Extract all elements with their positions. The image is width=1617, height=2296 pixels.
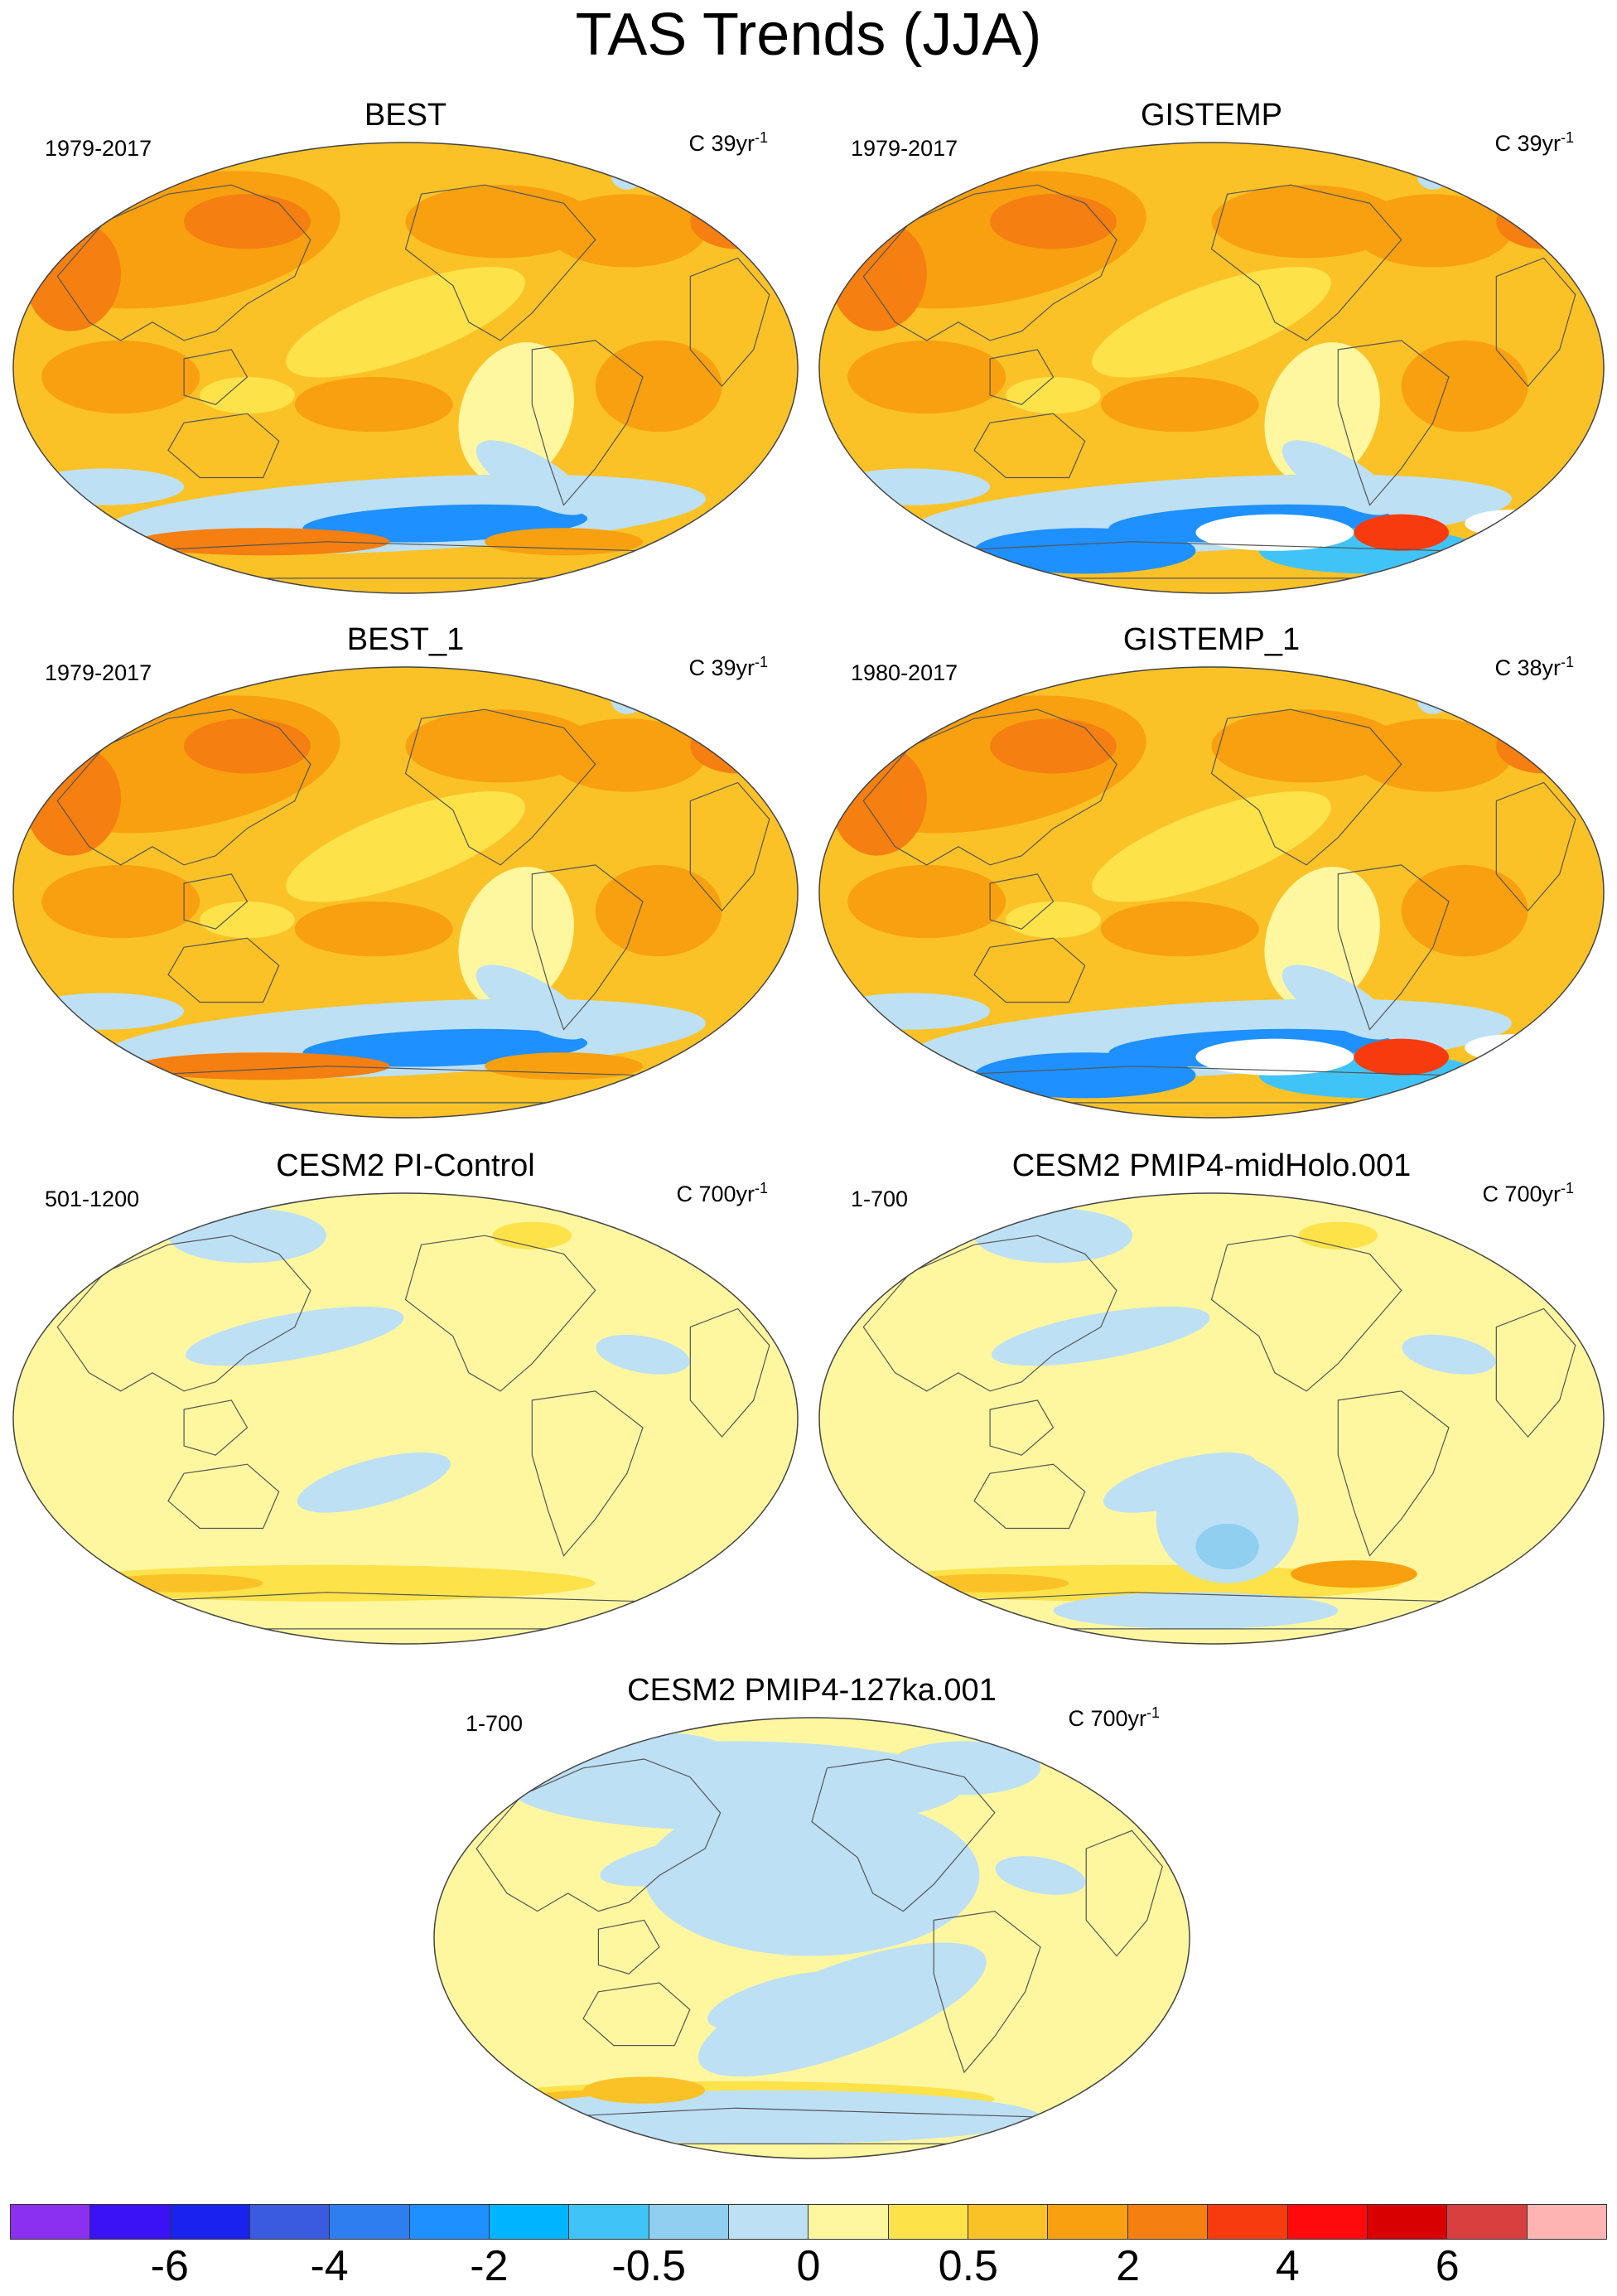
- map-panel: GISTEMP_1 1980-2017 C 38yr-1: [816, 622, 1607, 1139]
- colorbar: [10, 2204, 1607, 2240]
- colorbar-tick-label: -0.5: [611, 2242, 686, 2290]
- colorbar-tick-label: 4: [1275, 2242, 1300, 2290]
- colorbar-swatch: [490, 2205, 570, 2239]
- colorbar-swatch: [1208, 2205, 1288, 2239]
- colorbar-tick-label: 0.5: [938, 2242, 998, 2290]
- world-map: [10, 664, 801, 1125]
- panel-title: BEST: [364, 98, 447, 133]
- panel-title: CESM2 PMIP4-127ka.001: [627, 1673, 997, 1708]
- panel-units: C 700yr-1: [1482, 1180, 1574, 1206]
- world-map: [816, 664, 1607, 1125]
- colorbar-swatch: [170, 2205, 251, 2239]
- panel-title: GISTEMP_1: [1122, 622, 1301, 657]
- colorbar-swatch: [1048, 2205, 1128, 2239]
- colorbar-swatch: [968, 2205, 1049, 2239]
- colorbar-swatch: [409, 2205, 490, 2239]
- colorbar-swatch: [888, 2205, 969, 2239]
- panel-period: 1-700: [466, 1711, 524, 1736]
- colorbar-swatch: [1447, 2205, 1528, 2239]
- colorbar-swatch: [1367, 2205, 1448, 2239]
- figure-title: TAS Trends (JJA): [575, 2, 1042, 68]
- panel-title: CESM2 PMIP4-midHolo.001: [1011, 1148, 1412, 1183]
- colorbar-swatch: [729, 2205, 809, 2239]
- map-panel: BEST_1 1979-2017 C 39yr-1: [10, 622, 801, 1139]
- panel-units: C 39yr-1: [1494, 129, 1574, 156]
- panel-title: BEST_1: [346, 622, 465, 657]
- colorbar-swatch: [1287, 2205, 1368, 2239]
- colorbar-tick-label: 2: [1116, 2242, 1141, 2290]
- world-map: [10, 1190, 801, 1651]
- map-panel: CESM2 PI-Control 501-1200 C 700yr-1: [10, 1148, 801, 1665]
- colorbar-swatch: [649, 2205, 730, 2239]
- panel-period: 1-700: [851, 1187, 909, 1211]
- colorbar-swatch: [90, 2205, 171, 2239]
- panel-period: 1979-2017: [45, 660, 152, 685]
- colorbar-swatch: [11, 2205, 91, 2239]
- colorbar-tick-label: 0: [796, 2242, 821, 2290]
- world-map: [816, 1190, 1607, 1651]
- panel-title: GISTEMP: [1140, 98, 1283, 133]
- map-panel: CESM2 PMIP4-127ka.001 1-700 C 700yr-1: [431, 1673, 1193, 2180]
- colorbar-swatch: [1527, 2205, 1606, 2239]
- world-map: [816, 139, 1607, 601]
- colorbar-tick-label: -2: [470, 2242, 509, 2290]
- map-panel: BEST 1979-2017 C 39yr-1: [10, 98, 801, 615]
- colorbar-swatch: [808, 2205, 889, 2239]
- panel-period: 1980-2017: [851, 660, 958, 685]
- panel-title: CESM2 PI-Control: [276, 1148, 535, 1183]
- panel-units: C 700yr-1: [1068, 1704, 1160, 1731]
- colorbar-swatch: [330, 2205, 410, 2239]
- panel-units: C 39yr-1: [688, 654, 768, 680]
- panel-period: 501-1200: [45, 1187, 140, 1211]
- panel-period: 1979-2017: [45, 136, 152, 161]
- colorbar-tick-label: -4: [310, 2242, 349, 2290]
- colorbar-tick-label: 6: [1435, 2242, 1460, 2290]
- map-panel: GISTEMP 1979-2017 C 39yr-1: [816, 98, 1607, 615]
- colorbar-swatch: [1127, 2205, 1209, 2239]
- world-map: [10, 139, 801, 601]
- colorbar-swatch: [569, 2205, 649, 2239]
- world-map: [431, 1714, 1193, 2166]
- colorbar-swatch: [250, 2205, 331, 2239]
- panel-units: C 700yr-1: [676, 1180, 768, 1206]
- map-panel: CESM2 PMIP4-midHolo.001 1-700 C 700yr-1: [816, 1148, 1607, 1665]
- panel-units: C 38yr-1: [1494, 654, 1574, 680]
- colorbar-tick-label: -6: [150, 2242, 189, 2290]
- panel-period: 1979-2017: [851, 136, 958, 161]
- panel-units: C 39yr-1: [688, 129, 768, 156]
